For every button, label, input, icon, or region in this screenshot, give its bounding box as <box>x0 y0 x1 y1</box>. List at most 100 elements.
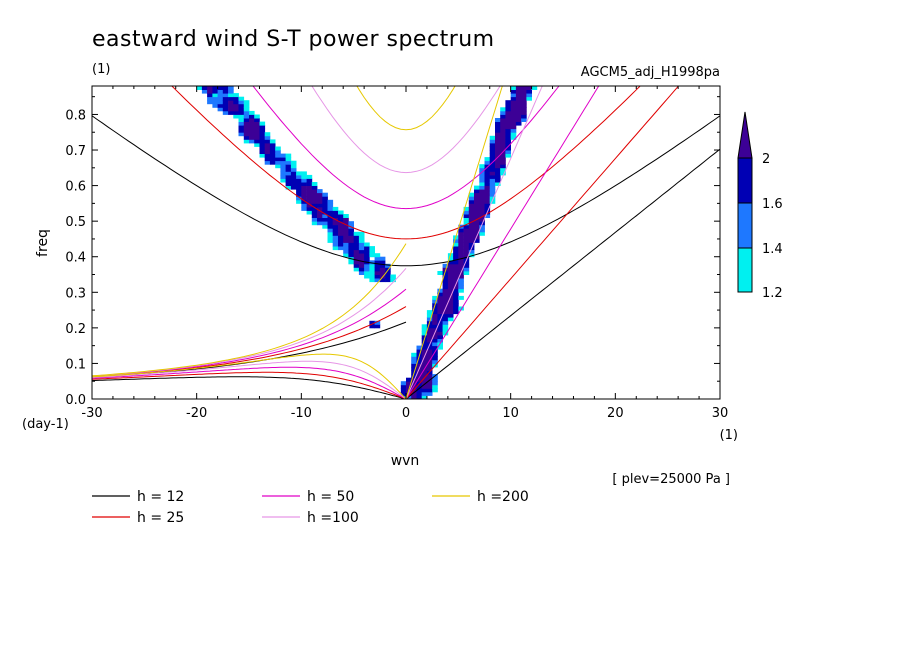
power-cell <box>374 260 381 265</box>
power-cell <box>338 214 344 218</box>
power-cell <box>442 313 449 318</box>
power-cell <box>495 142 501 147</box>
power-cell <box>442 320 449 325</box>
power-cell <box>275 164 281 169</box>
power-cell <box>338 221 344 226</box>
power-cell <box>463 235 470 240</box>
power-cell <box>358 231 365 236</box>
power-cell <box>238 128 245 133</box>
power-cell <box>411 391 417 396</box>
power-cell <box>306 203 313 208</box>
power-cell <box>453 288 459 293</box>
power-cell <box>259 125 266 130</box>
power-cell <box>296 199 302 204</box>
power-cell <box>364 256 370 261</box>
power-cell <box>348 231 354 236</box>
power-cell <box>338 231 344 236</box>
power-cell <box>243 132 250 137</box>
power-cell <box>353 242 360 247</box>
power-cell <box>468 235 475 240</box>
power-cell <box>442 281 449 286</box>
power-cell <box>228 89 234 94</box>
power-cell <box>505 125 511 130</box>
power-cell <box>442 271 449 275</box>
power-cell <box>301 171 307 176</box>
power-cell <box>358 256 365 261</box>
chart-subtitle: (1) <box>92 62 110 77</box>
power-cell <box>463 214 470 218</box>
power-cell <box>369 246 375 251</box>
power-cell <box>212 100 218 105</box>
power-cell <box>463 228 470 233</box>
power-cell <box>280 164 286 169</box>
power-cell <box>458 260 464 265</box>
power-cell <box>406 381 412 386</box>
power-cell <box>442 295 449 300</box>
power-cell <box>495 164 501 169</box>
power-cell <box>348 238 354 243</box>
power-cell <box>243 139 250 144</box>
power-cell <box>416 374 423 379</box>
power-cell <box>222 103 229 108</box>
power-cell <box>254 139 260 144</box>
power-cell <box>479 182 485 186</box>
power-cell <box>479 206 485 211</box>
power-cell <box>243 103 250 108</box>
power-cell <box>311 221 318 226</box>
power-cell <box>338 242 344 247</box>
power-cell <box>285 174 292 179</box>
power-cell <box>515 114 522 119</box>
power-cell <box>411 356 417 361</box>
power-cell <box>217 107 224 112</box>
power-cell <box>468 217 475 222</box>
power-cell <box>463 224 470 229</box>
gravity-curve <box>252 86 560 210</box>
power-cell <box>249 139 255 144</box>
y-unit-label: (day-1) <box>22 417 69 432</box>
power-cell <box>212 103 218 108</box>
power-cell <box>353 260 360 265</box>
power-cell <box>280 174 286 179</box>
power-cell <box>510 110 517 115</box>
power-cell <box>327 224 334 229</box>
power-cell <box>510 135 517 140</box>
power-cell <box>369 253 375 258</box>
power-cell <box>259 150 266 154</box>
power-cell <box>317 203 323 208</box>
plev-footnote: [ plev=25000 Pa ] <box>612 472 730 487</box>
power-cell <box>426 327 433 332</box>
power-cell <box>222 107 229 112</box>
power-cell <box>259 139 266 144</box>
kelvin-curve <box>405 148 720 399</box>
dispersion-curves <box>92 86 720 399</box>
power-cell <box>296 185 302 190</box>
power-cell <box>222 96 229 101</box>
power-cell <box>275 153 281 158</box>
power-cell <box>421 331 428 336</box>
power-cell <box>447 278 454 283</box>
power-cell <box>306 210 313 215</box>
power-cell <box>254 128 260 133</box>
power-cell <box>322 217 328 222</box>
power-cell <box>327 217 334 222</box>
power-cell <box>290 185 297 190</box>
power-cell <box>447 281 454 286</box>
power-cell <box>495 139 501 144</box>
power-cell <box>332 224 339 229</box>
power-cell <box>269 142 276 147</box>
power-cell <box>332 210 339 215</box>
power-cell <box>285 153 292 158</box>
power-cell <box>432 299 438 304</box>
mrg-curve <box>92 243 407 377</box>
power-cell <box>510 125 517 130</box>
power-cell <box>301 192 307 197</box>
power-cell <box>495 160 501 165</box>
power-cell <box>322 199 328 204</box>
power-cell <box>447 306 454 311</box>
power-cell <box>364 274 370 279</box>
rossby-curve <box>92 366 407 399</box>
power-cell <box>296 182 302 186</box>
power-cell <box>521 100 527 105</box>
power-cell <box>317 189 323 194</box>
power-cell <box>426 349 433 354</box>
